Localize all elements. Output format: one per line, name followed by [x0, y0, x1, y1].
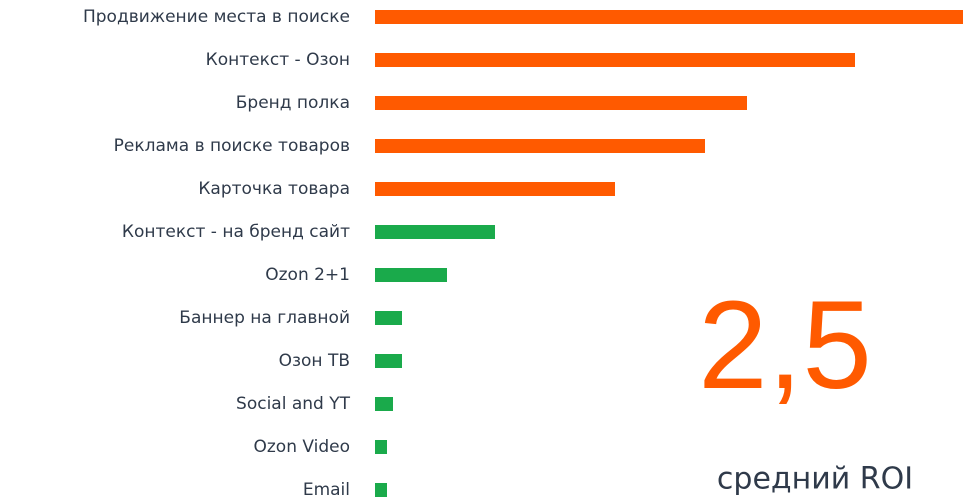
- bar: [375, 440, 387, 454]
- category-label: Email: [303, 480, 350, 500]
- bar: [375, 182, 615, 196]
- category-label: Баннер на главной: [179, 308, 350, 328]
- bar: [375, 96, 747, 110]
- category-label: Контекст - на бренд сайт: [122, 222, 350, 242]
- bar: [375, 268, 447, 282]
- bar: [375, 139, 705, 153]
- bar: [375, 311, 402, 325]
- bar: [375, 397, 393, 411]
- bar: [375, 10, 963, 24]
- bar: [375, 225, 495, 239]
- category-label: Бренд полка: [236, 93, 350, 113]
- roi-caption: средний ROI: [717, 462, 913, 497]
- bar: [375, 354, 402, 368]
- category-label: Карточка товара: [198, 179, 350, 199]
- bar: [375, 53, 855, 67]
- category-label: Ozon Video: [253, 437, 350, 457]
- category-label: Реклама в поиске товаров: [114, 136, 350, 156]
- category-label: Social and YT: [236, 394, 351, 414]
- category-label: Продвижение места в поиске: [83, 7, 350, 27]
- category-label: Контекст - Озон: [206, 50, 350, 70]
- category-label: Ozon 2+1: [265, 265, 350, 285]
- category-label: Озон ТВ: [279, 351, 350, 371]
- roi-value: 2,5: [698, 276, 872, 415]
- bar: [375, 483, 387, 497]
